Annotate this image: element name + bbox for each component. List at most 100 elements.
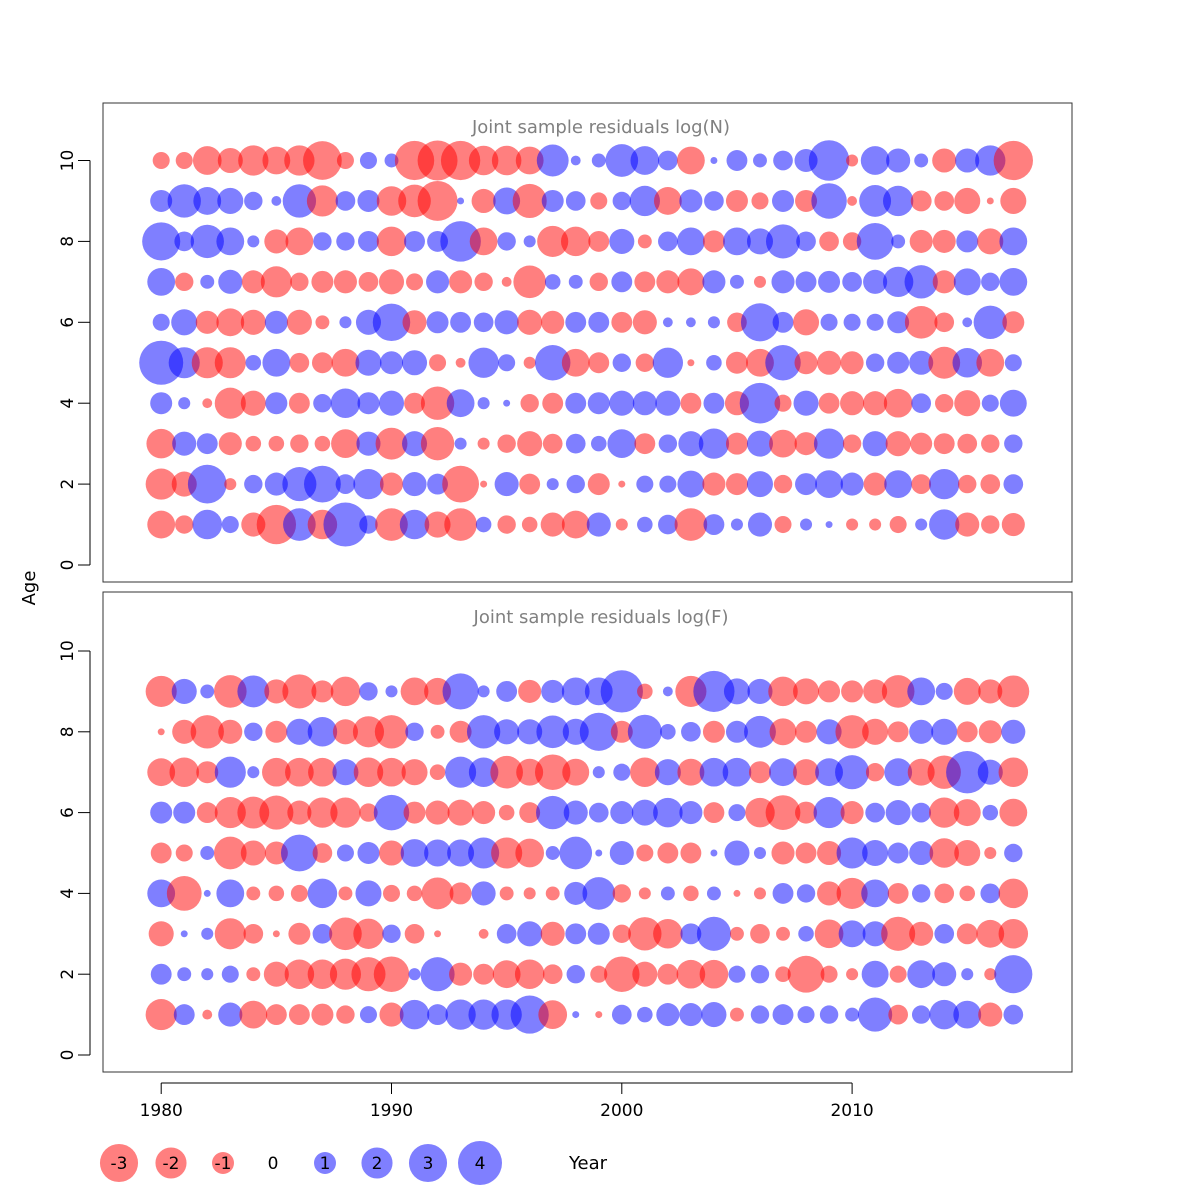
residual-bubble xyxy=(656,270,680,294)
residual-bubble xyxy=(355,349,382,376)
legend-label: 1 xyxy=(320,1154,331,1174)
residual-bubble xyxy=(262,146,291,175)
residual-bubble xyxy=(468,999,499,1030)
residual-bubble xyxy=(353,918,384,949)
residual-bubble xyxy=(375,427,408,460)
residual-bubble xyxy=(517,309,543,335)
residual-bubble xyxy=(677,268,705,296)
residual-bubble xyxy=(359,151,377,170)
residual-bubble xyxy=(139,340,184,385)
residual-bubble xyxy=(313,232,332,251)
residual-bubble xyxy=(503,399,511,407)
residual-bubble xyxy=(265,720,288,743)
residual-bubble xyxy=(612,353,631,372)
residual-bubble xyxy=(1004,354,1022,372)
residual-bubble xyxy=(404,392,425,414)
residual-bubble xyxy=(795,189,818,212)
residual-bubble xyxy=(932,270,956,294)
residual-bubble xyxy=(862,431,888,457)
residual-bubble xyxy=(592,766,605,779)
residual-bubble xyxy=(195,310,219,334)
residual-bubble xyxy=(218,1002,243,1027)
residual-bubble xyxy=(657,842,679,864)
residual-bubble xyxy=(187,464,227,504)
residual-bubble xyxy=(840,391,865,416)
residual-bubble xyxy=(540,921,565,946)
residual-bubble xyxy=(329,917,362,951)
residual-bubble xyxy=(981,272,1000,292)
residual-bubble xyxy=(330,797,361,828)
residual-bubble xyxy=(541,189,564,212)
residual-bubble xyxy=(956,721,978,743)
residual-bubble xyxy=(474,272,493,292)
residual-bubble xyxy=(449,882,472,905)
residual-bubble xyxy=(378,390,405,416)
residual-bubble xyxy=(885,431,911,457)
residual-bubble xyxy=(863,472,887,496)
residual-bubble xyxy=(260,266,292,298)
residual-bubble xyxy=(288,392,310,414)
residual-bubble xyxy=(748,761,771,784)
residual-bubble xyxy=(866,313,884,331)
residual-bubble xyxy=(981,515,1000,534)
residual-bubble xyxy=(425,800,450,825)
residual-bubble xyxy=(819,1005,839,1024)
residual-bubble xyxy=(796,231,816,252)
residual-bubble xyxy=(591,153,606,168)
residual-bubble xyxy=(610,801,634,825)
residual-bubble xyxy=(307,878,338,909)
residual-bubble xyxy=(213,675,247,708)
residual-bubble xyxy=(421,877,454,910)
residual-bubble xyxy=(911,884,931,903)
residual-bubble xyxy=(753,275,766,288)
residual-bubble xyxy=(401,431,428,457)
residual-bubble xyxy=(909,921,934,946)
residual-bubble xyxy=(863,391,888,416)
residual-bubble xyxy=(653,187,682,215)
residual-bubble xyxy=(915,518,928,531)
residual-bubble xyxy=(356,431,381,456)
panel-frame xyxy=(102,102,1073,583)
residual-bubble xyxy=(150,963,172,985)
residual-bubble xyxy=(455,357,466,368)
residual-bubble xyxy=(838,920,866,948)
residual-bubble xyxy=(447,799,474,826)
residual-bubble xyxy=(262,348,291,377)
residual-bubble xyxy=(445,756,477,788)
residual-bubble xyxy=(907,960,936,989)
residual-bubble xyxy=(931,718,958,745)
residual-bubble xyxy=(723,678,750,705)
residual-bubble xyxy=(865,802,885,823)
residual-bubble xyxy=(538,1000,568,1029)
residual-bubble xyxy=(336,1005,355,1024)
residual-bubble xyxy=(929,509,960,540)
residual-bubble xyxy=(795,801,818,824)
residual-bubble xyxy=(587,473,610,496)
residual-bubble xyxy=(518,679,542,703)
residual-bubble xyxy=(190,715,224,749)
residual-bubble xyxy=(519,473,541,495)
residual-bubble xyxy=(730,518,743,531)
residual-bubble xyxy=(842,232,862,251)
residual-bubble xyxy=(480,480,488,488)
residual-bubble xyxy=(338,886,353,901)
residual-bubble xyxy=(595,1011,603,1019)
residual-bubble xyxy=(795,842,817,864)
residual-bubble xyxy=(375,508,408,541)
residual-bubble xyxy=(861,879,890,908)
residual-bubble xyxy=(590,435,607,452)
residual-bubble xyxy=(817,881,842,906)
legend-label: -2 xyxy=(163,1154,180,1174)
residual-bubble xyxy=(685,317,696,328)
residual-bubble xyxy=(657,963,679,985)
residual-bubble xyxy=(634,271,656,293)
residual-bubble xyxy=(400,839,429,867)
residual-bubble xyxy=(497,232,516,251)
residual-bubble xyxy=(813,797,845,829)
residual-bubble xyxy=(478,928,489,939)
residual-bubble xyxy=(816,719,842,745)
residual-bubble xyxy=(142,222,181,261)
residual-bubble xyxy=(457,197,465,205)
residual-bubble xyxy=(765,345,801,381)
residual-bubble xyxy=(174,231,195,252)
